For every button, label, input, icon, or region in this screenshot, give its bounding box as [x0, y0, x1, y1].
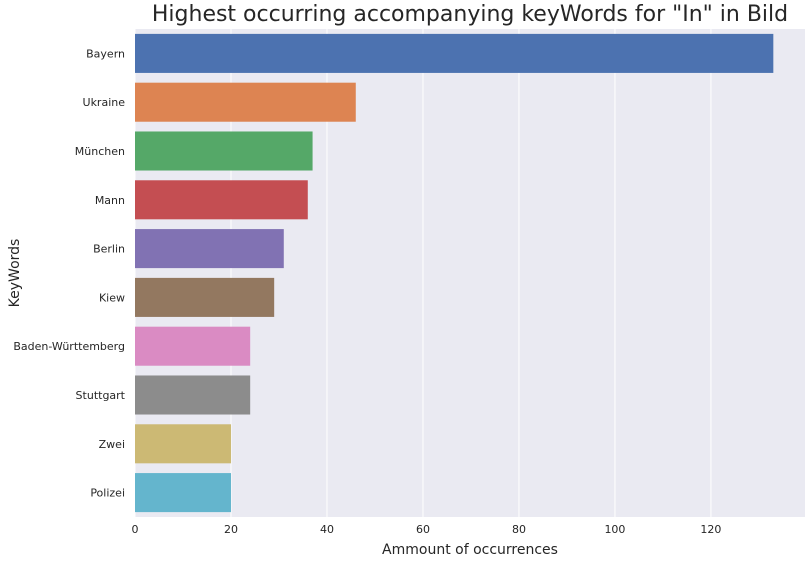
bar-1 [135, 82, 356, 122]
x-tick-label: 40 [320, 523, 334, 536]
x-tick-label: 100 [604, 523, 625, 536]
y-tick-label: Bayern [86, 47, 125, 60]
y-tick-label: Polizei [90, 487, 125, 500]
x-tick-label: 20 [224, 523, 238, 536]
bar-3 [135, 180, 308, 220]
y-tick-label: Kiew [99, 291, 125, 304]
y-tick-label: Stuttgart [76, 389, 126, 402]
bar-4 [135, 229, 284, 269]
bar-0 [135, 33, 774, 73]
x-tick-label: 60 [416, 523, 430, 536]
x-tick-label: 120 [700, 523, 721, 536]
y-tick-label: München [75, 145, 125, 158]
y-tick-label: Zwei [99, 438, 125, 451]
y-tick-label: Berlin [93, 243, 125, 256]
x-axis-label: Ammount of occurrences [382, 542, 558, 558]
bar-7 [135, 375, 251, 415]
bar-9 [135, 473, 231, 513]
y-tick-label: Ukraine [83, 96, 126, 109]
bars [135, 33, 774, 513]
chart-title: Highest occurring accompanying keyWords … [152, 2, 788, 27]
bar-8 [135, 424, 231, 464]
bar-2 [135, 131, 313, 171]
x-tick-label: 80 [512, 523, 526, 536]
x-tick-labels: 0 20 40 60 80 100 120 [132, 523, 722, 536]
y-axis-label: KeyWords [7, 239, 23, 308]
x-tick-label: 0 [132, 523, 139, 536]
y-tick-labels: Bayern Ukraine München Mann Berlin Kiew Baden-… [13, 47, 125, 499]
y-tick-label: Mann [95, 194, 125, 207]
bar-6 [135, 326, 251, 366]
y-tick-label: Baden-Württemberg [13, 340, 125, 353]
bar-5 [135, 277, 275, 317]
